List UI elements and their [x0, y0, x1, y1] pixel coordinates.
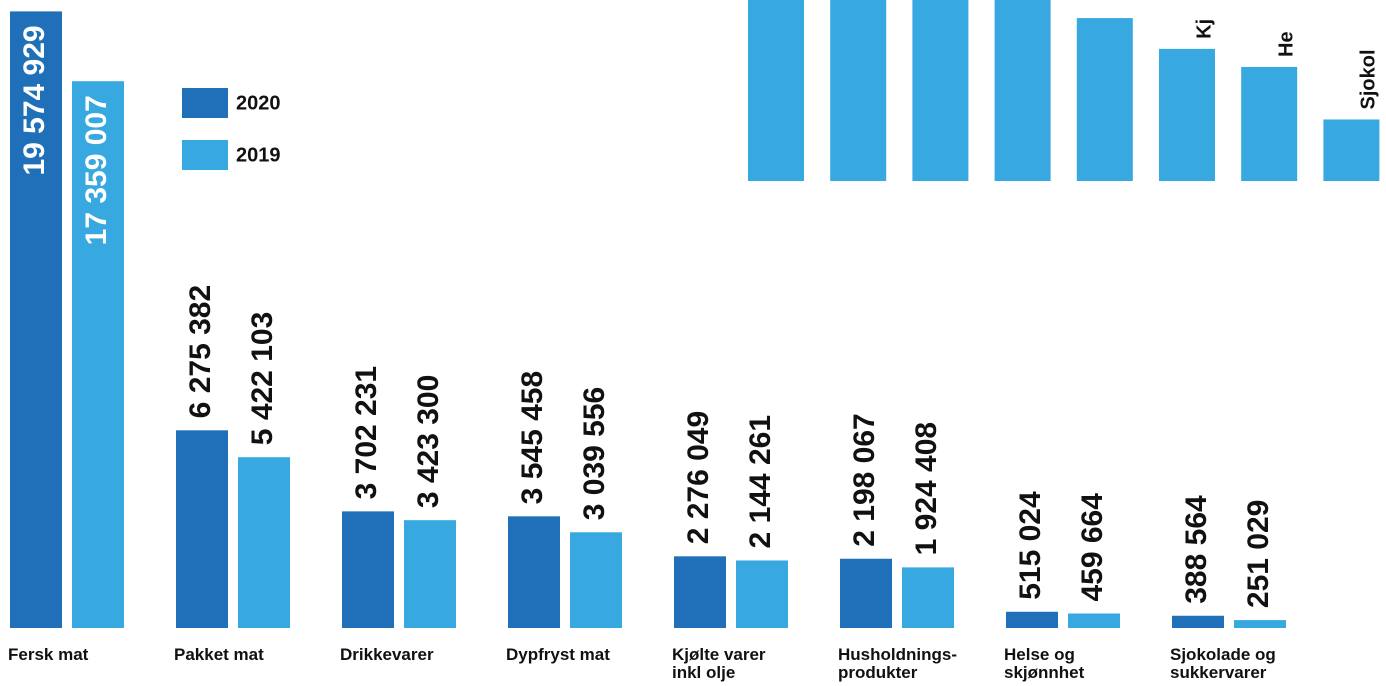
x-tick-label: Sjokol: [1358, 49, 1380, 109]
bar: [912, 0, 969, 181]
x-tick-label: Kjølte varer inkl olje: [672, 645, 766, 682]
bar: [1076, 18, 1133, 181]
value-label: 251 029: [1242, 500, 1275, 608]
bar: [840, 558, 892, 628]
bar: [1159, 48, 1215, 182]
bar: [508, 516, 560, 628]
bar: [238, 457, 290, 628]
bar: [1006, 611, 1058, 628]
value-label: 5 422 103: [246, 312, 279, 445]
value-label: 17 359 007: [80, 95, 113, 245]
bar: [674, 556, 726, 628]
bar: [1241, 66, 1298, 181]
bar: [1323, 119, 1380, 181]
bar: [1068, 613, 1120, 628]
x-tick-label: Helse og skjønnhet: [1004, 645, 1085, 682]
bar: [902, 567, 954, 628]
bar: [736, 560, 788, 628]
value-label: 1 924 408: [910, 422, 943, 555]
x-tick-label: Dypfryst mat: [506, 645, 610, 664]
bar: [830, 0, 887, 181]
bar: [342, 511, 394, 628]
value-label: 3 702 231: [350, 366, 383, 499]
bar: [1172, 615, 1224, 628]
value-label: 515 024: [1014, 491, 1047, 600]
value-label: 459 664: [1076, 493, 1109, 602]
legend-label: 2019: [236, 144, 281, 166]
x-tick-label: Sjokolade og sukkervarer: [1170, 645, 1276, 682]
value-label: 3 039 556: [578, 387, 611, 520]
bar: [994, 0, 1051, 181]
legend-swatch: [182, 140, 228, 170]
x-tick-label: Kj: [1193, 19, 1215, 39]
value-label: 388 564: [1180, 495, 1213, 604]
value-label: 3 545 458: [516, 371, 549, 504]
x-tick-label: Fersk mat: [8, 645, 89, 664]
bar: [570, 532, 622, 628]
value-label: 3 423 300: [412, 375, 445, 508]
bar: [404, 520, 456, 628]
bar: [10, 11, 62, 629]
legend-swatch: [182, 88, 228, 118]
x-tick-label: Husholdnings- produkter: [838, 645, 957, 682]
value-label: 2 198 067: [848, 413, 881, 546]
legend-label: 2020: [236, 92, 281, 114]
bar: [1234, 620, 1286, 628]
value-label: 2 144 261: [744, 415, 777, 548]
x-tick-label: Drikkevarer: [340, 645, 434, 664]
bar: [748, 0, 804, 181]
value-label: 2 276 049: [682, 411, 715, 544]
x-tick-label: He: [1275, 31, 1297, 57]
value-label: 19 574 929: [18, 25, 51, 175]
bar: [72, 81, 124, 628]
bar: [176, 430, 228, 628]
x-tick-label: Pakket mat: [174, 645, 264, 664]
value-label: 6 275 382: [184, 285, 217, 418]
